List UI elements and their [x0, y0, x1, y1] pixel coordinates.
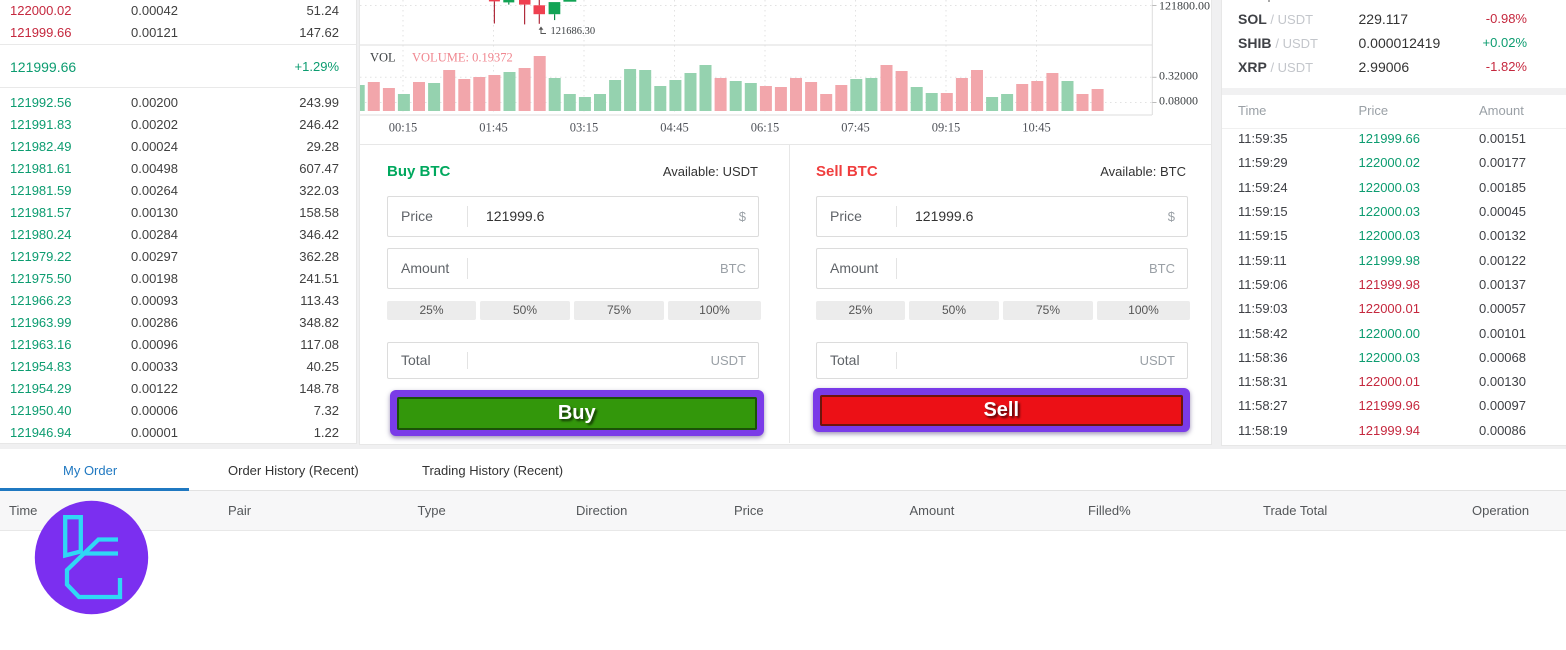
svg-text:VOL: VOL [370, 51, 396, 65]
svg-text:01:45: 01:45 [479, 121, 507, 135]
svg-text:06:15: 06:15 [751, 121, 779, 135]
svg-text:03:15: 03:15 [570, 121, 598, 135]
svg-text:07:45: 07:45 [841, 121, 869, 135]
svg-text:10:45: 10:45 [1022, 121, 1050, 135]
svg-text:121800.00: 121800.00 [1159, 0, 1210, 13]
svg-text:00:15: 00:15 [389, 121, 417, 135]
svg-text:04:45: 04:45 [660, 121, 688, 135]
svg-text:0.32000: 0.32000 [1159, 69, 1198, 83]
svg-text:121686.30: 121686.30 [551, 26, 596, 37]
svg-text:09:15: 09:15 [932, 121, 960, 135]
svg-text:VOLUME: 0.19372: VOLUME: 0.19372 [412, 51, 513, 65]
svg-text:0.08000: 0.08000 [1159, 94, 1198, 108]
